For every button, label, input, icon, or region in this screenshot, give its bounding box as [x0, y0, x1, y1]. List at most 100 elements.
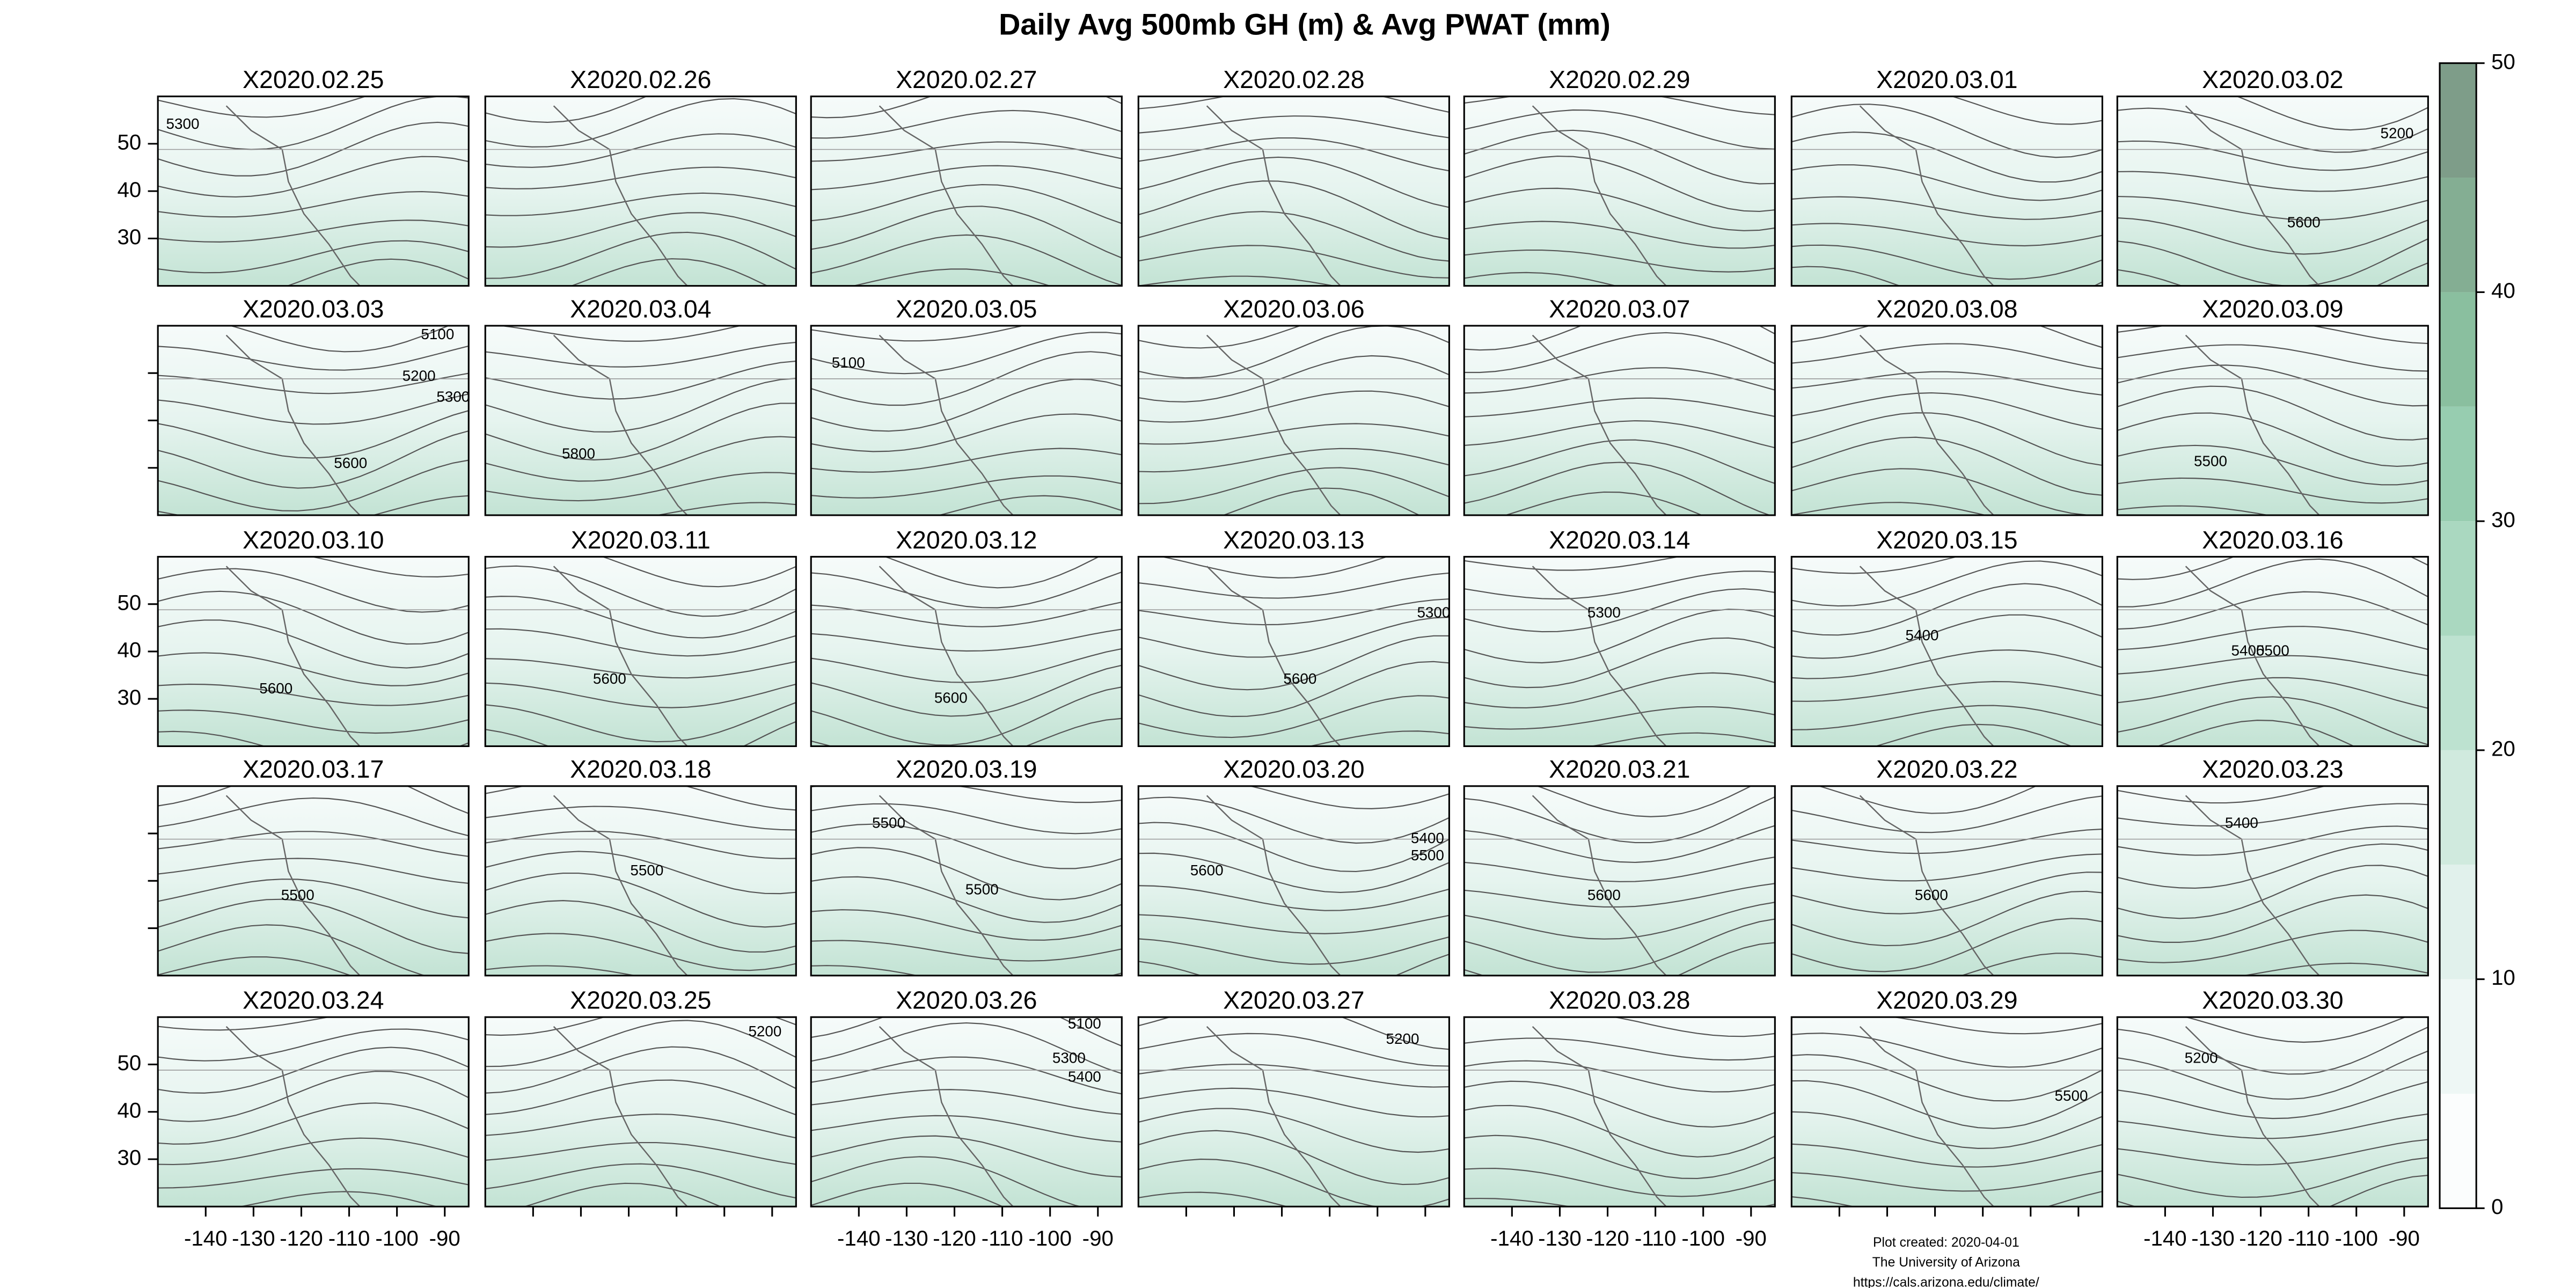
coastline [1532, 334, 1667, 515]
panel: 5600 5300 [1138, 557, 1450, 747]
contour-line [1464, 1197, 1775, 1207]
panel-border [1137, 555, 1450, 747]
contour-line [1791, 872, 2103, 914]
x-tick-label: -120 [280, 1226, 323, 1250]
pwat-field [485, 96, 796, 286]
contour-line [811, 876, 1122, 923]
contour-line [1138, 115, 1450, 138]
x-tick-label: -140 [184, 1226, 228, 1250]
y-tick-label: 40 [117, 1098, 141, 1122]
contour-label: 5600 [593, 670, 626, 687]
x-tick-label: -140 [2143, 1226, 2187, 1250]
contour-line [485, 1017, 796, 1036]
contour-line [2117, 591, 2428, 630]
contour-line [485, 900, 796, 953]
contour-label: 5100 [421, 326, 454, 342]
panel-border [810, 96, 1123, 287]
contour-line [158, 831, 469, 857]
x-tick-label: -120 [2239, 1226, 2282, 1250]
y-tick-label: 40 [117, 178, 141, 202]
colorbar-bin [2440, 178, 2477, 292]
panel-title: X2020.03.25 [570, 986, 711, 1014]
contour-line [1464, 332, 1775, 374]
contour-line [1138, 936, 1450, 965]
contour-line [1535, 786, 1752, 817]
contour-line [1464, 1060, 1775, 1093]
contour-line [1464, 902, 1775, 940]
x-tick-label: -130 [232, 1226, 275, 1250]
contour-line [1138, 211, 1450, 262]
x-tick-label: -90 [1082, 1226, 1114, 1250]
contour-line [158, 410, 469, 459]
panel-border [1137, 1016, 1450, 1208]
contour-line [1138, 325, 1302, 349]
coastline [1859, 334, 1994, 515]
contour-line [2117, 865, 2428, 919]
contour-line [158, 709, 469, 734]
contour-line [1464, 557, 1681, 571]
pwat-field [2117, 557, 2428, 747]
colorbar-bin [2440, 406, 2477, 522]
panel-title: X2020.03.23 [2202, 755, 2343, 783]
panel-title: X2020.03.10 [243, 526, 384, 554]
panel-title: X2020.03.22 [1876, 755, 2017, 783]
contour-line [811, 413, 1122, 452]
contour-line [1138, 1191, 1289, 1207]
contour-line [485, 701, 796, 743]
contour-line [485, 851, 796, 895]
colorbar-bin [2440, 63, 2477, 178]
contour-line [811, 1089, 1122, 1115]
contour-label: 5600 [1587, 887, 1621, 903]
contour-line [1791, 614, 2103, 659]
contour-line [1138, 661, 1450, 718]
contour-line [1138, 467, 1450, 504]
contour-label: 5600 [1915, 887, 1948, 903]
contour-line [2117, 107, 2428, 153]
contour-line [158, 1137, 469, 1165]
contour-label: 5400 [1068, 1069, 1101, 1085]
contour-line [1464, 96, 1775, 115]
coastline [553, 105, 688, 286]
contour-line [1138, 1033, 1450, 1067]
y-tick-label: 30 [117, 685, 141, 709]
contour-line [1891, 1017, 2103, 1035]
contour-line [497, 325, 743, 342]
coastline [225, 105, 361, 286]
contour-line [1791, 1033, 2103, 1068]
coastline [2185, 566, 2320, 747]
contour-line [2117, 626, 2428, 650]
panel [1464, 96, 1775, 286]
contour-line [485, 628, 796, 657]
contour-line [2117, 1081, 2428, 1119]
contour-line [1138, 822, 1450, 873]
colorbar-bin [2440, 750, 2477, 865]
panel-title: X2020.03.29 [1876, 986, 2017, 1014]
contour-line [1464, 420, 1775, 449]
contour-line [937, 495, 1122, 515]
panel-title: X2020.03.07 [1549, 295, 1690, 323]
panel-border [1790, 325, 2103, 516]
contour-line [2117, 1174, 2428, 1207]
contour-line [1791, 104, 2103, 158]
colorbar-bin [2440, 1093, 2477, 1209]
x-tick-label: -130 [1538, 1226, 1582, 1250]
x-tick-label: -140 [837, 1226, 881, 1250]
contour-line [2184, 1017, 2407, 1043]
contour-line [1791, 583, 2103, 636]
contour-line [1817, 786, 2038, 814]
contour-line [1791, 343, 2103, 370]
contour-line [485, 378, 796, 433]
contour-line [2117, 385, 2428, 441]
contour-label: 5600 [1283, 670, 1316, 687]
contour-line [158, 156, 469, 198]
contour-line [2117, 1157, 2428, 1198]
contour-line [1959, 953, 2103, 976]
contour-line [158, 96, 469, 150]
contour-label: 5100 [1068, 1015, 1101, 1032]
contour-line [811, 686, 1122, 746]
contour-label: 5200 [2185, 1049, 2218, 1066]
caption: The University of Arizona [1872, 1255, 2021, 1270]
contour-line [158, 1071, 469, 1122]
contour-label: 5200 [748, 1023, 781, 1040]
panel: 5200 [485, 1017, 796, 1207]
